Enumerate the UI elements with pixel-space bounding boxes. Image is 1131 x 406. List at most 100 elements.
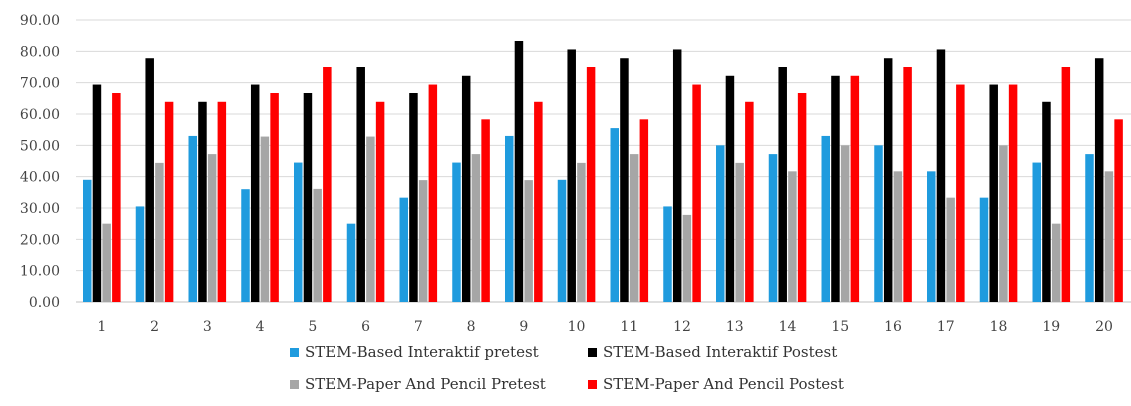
bar (241, 189, 250, 302)
bar (260, 136, 270, 302)
legend-label: STEM-Paper And Pencil Pretest (305, 375, 546, 393)
bar (1085, 154, 1094, 302)
bar (481, 119, 490, 303)
legend-swatch (588, 380, 597, 389)
x-tick-label: 18 (990, 319, 1008, 335)
bar (83, 179, 92, 302)
x-tick-label: 10 (568, 319, 586, 335)
y-axis-ticks: 0.00 10.00 20.00 30.00 40.00 50.00 60.00 70.00 8… (20, 13, 60, 311)
x-tick-label: 14 (779, 319, 797, 335)
y-tick-label: 40.00 (20, 170, 60, 186)
bar (112, 93, 121, 302)
x-tick-label: 8 (467, 319, 476, 335)
bar (927, 171, 936, 302)
bar (1094, 58, 1104, 302)
bar (294, 162, 303, 302)
bar (620, 58, 629, 302)
bar (821, 135, 830, 302)
bar (725, 75, 735, 302)
x-tick-label: 16 (884, 319, 902, 335)
bar (1104, 171, 1114, 302)
bar (135, 206, 145, 302)
bar (577, 162, 586, 302)
bar (303, 93, 313, 302)
bar (375, 101, 385, 302)
bar (1042, 101, 1051, 302)
bar (1032, 162, 1041, 302)
bar (164, 101, 174, 302)
bar (946, 197, 955, 302)
legend-label: STEM-Paper And Pencil Postest (603, 375, 844, 393)
bar (409, 93, 418, 302)
bar (250, 84, 260, 303)
bar (198, 101, 207, 302)
legend-label: STEM-Based Interaktif pretest (305, 343, 539, 361)
y-tick-label: 20.00 (20, 232, 60, 248)
y-tick-label: 30.00 (20, 201, 60, 217)
y-tick-label: 50.00 (20, 138, 60, 154)
bar (610, 128, 619, 302)
bar (418, 180, 428, 302)
x-tick-label: 12 (673, 319, 691, 335)
y-tick-label: 60.00 (20, 107, 60, 123)
bar (692, 84, 701, 303)
bar (745, 101, 754, 302)
bar (356, 67, 365, 302)
bar (557, 179, 567, 302)
bar (778, 67, 787, 302)
bar (1061, 67, 1071, 302)
bar (567, 49, 576, 302)
bar (768, 154, 778, 302)
x-tick-label: 17 (937, 319, 955, 335)
legend-label: STEM-Based Interaktif Postest (603, 343, 837, 361)
bar (1051, 223, 1061, 302)
x-tick-label: 7 (414, 319, 423, 335)
bar (586, 67, 596, 302)
bar (366, 136, 375, 302)
bar (323, 67, 332, 302)
bar (514, 40, 524, 302)
bar (428, 84, 438, 303)
bar (850, 75, 860, 302)
bar (461, 75, 471, 302)
x-tick-label: 6 (361, 319, 370, 335)
legend-swatch (290, 380, 299, 389)
y-tick-label: 90.00 (20, 13, 60, 29)
bar (399, 197, 408, 302)
bar (663, 206, 672, 302)
x-axis-ticks: 1 2 3 4 5 6 7 8 9 10 11 12 13 14 15 16 17 18 19 20 (97, 319, 1113, 335)
y-tick-label: 70.00 (20, 76, 60, 92)
y-tick-label: 10.00 (20, 264, 60, 280)
x-tick-label: 13 (726, 319, 744, 335)
legend-swatch (588, 348, 597, 357)
bar (313, 188, 322, 302)
bar (639, 119, 649, 303)
bar (188, 135, 197, 302)
x-tick-label: 9 (519, 319, 528, 335)
bar (452, 162, 461, 302)
x-tick-label: 3 (203, 319, 212, 335)
bar (629, 154, 639, 302)
bar (797, 93, 807, 302)
x-tick-label: 1 (97, 319, 106, 335)
bar (956, 84, 965, 303)
bar (102, 223, 111, 302)
bar (979, 197, 989, 302)
bar (471, 154, 481, 302)
bar (831, 75, 840, 302)
bar (682, 214, 692, 302)
bar (270, 93, 279, 302)
x-tick-label: 20 (1095, 319, 1113, 335)
x-tick-label: 19 (1042, 319, 1060, 335)
bar (893, 171, 903, 302)
bar (936, 49, 946, 302)
bar (989, 84, 998, 303)
bar (1008, 84, 1018, 303)
bar (999, 145, 1008, 302)
legend-swatch (290, 348, 299, 357)
x-tick-label: 5 (308, 319, 317, 335)
bar (883, 58, 893, 302)
x-tick-label: 2 (150, 319, 159, 335)
bar (716, 145, 725, 302)
